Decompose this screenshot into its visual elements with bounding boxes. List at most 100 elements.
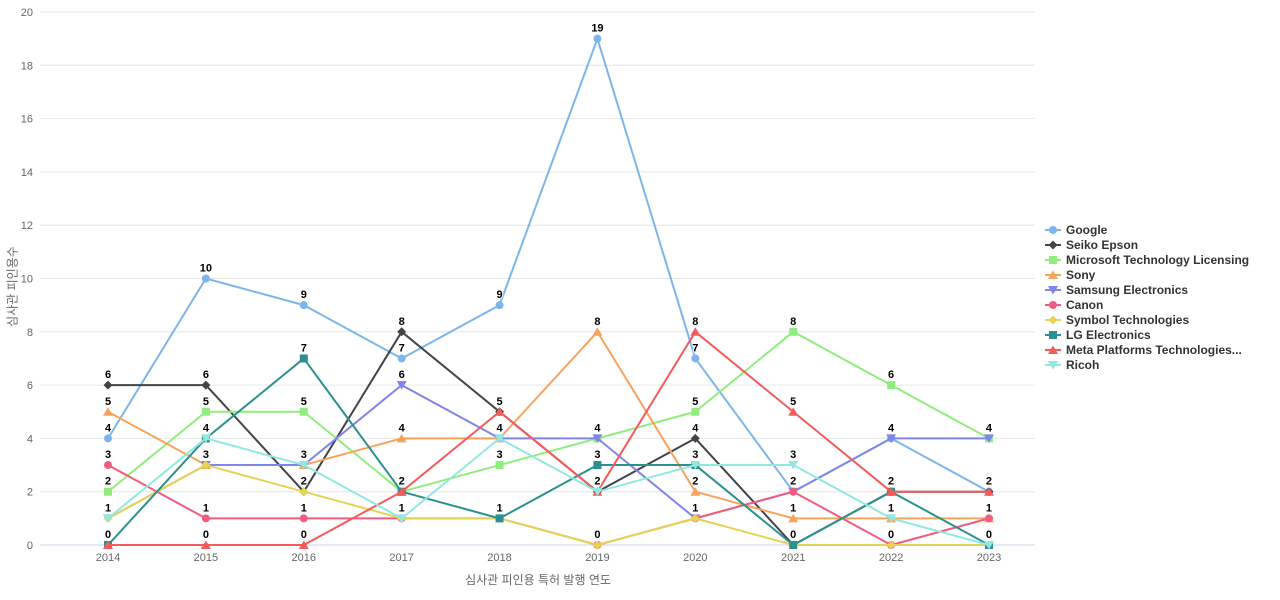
data-label: 5 [203, 396, 209, 408]
point-microsoft-technology-licensing-2015[interactable] [201, 407, 210, 416]
point-google-2020[interactable] [691, 354, 700, 363]
point-seiko-epson-2014[interactable] [103, 380, 113, 390]
point-microsoft-technology-licensing-2014[interactable] [104, 487, 112, 496]
point-sony-2019[interactable] [592, 327, 603, 336]
y-tick-label: 6 [27, 380, 33, 392]
legend-symbol-sony[interactable] [1048, 270, 1058, 279]
point-sony-2021[interactable] [788, 513, 799, 523]
point-sony-2020[interactable] [690, 487, 701, 496]
legend-item-samsung-electronics[interactable]: Samsung Electronics [1045, 282, 1249, 297]
point-canon-2015[interactable] [201, 514, 210, 523]
legend-marker-icon [1045, 285, 1061, 295]
point-canon-2014[interactable] [104, 461, 112, 470]
point-ricoh-2015[interactable] [200, 434, 211, 443]
legend-marker-icon [1045, 270, 1061, 279]
data-label: 2 [399, 476, 405, 488]
legend-item-lg-electronics[interactable]: LG Electronics [1045, 327, 1249, 342]
legend-item-sony[interactable]: Sony [1045, 267, 1249, 282]
x-tick-label: 2017 [389, 552, 413, 564]
point-sony-2014[interactable] [103, 407, 113, 416]
point-seiko-epson-2015[interactable] [201, 380, 211, 390]
point-canon-2016[interactable] [299, 514, 308, 523]
point-microsoft-technology-licensing-2018[interactable] [495, 461, 504, 470]
point-meta-platforms-technologies-2017[interactable] [396, 487, 407, 496]
point-ricoh-2021[interactable] [788, 461, 799, 470]
legend-symbol-seiko-epson[interactable] [1048, 240, 1058, 249]
point-google-2015[interactable] [201, 274, 210, 283]
point-symbol-technologies-2015[interactable] [201, 460, 211, 470]
point-samsung-electronics-2019[interactable] [592, 434, 603, 443]
point-samsung-electronics-2023[interactable] [983, 434, 994, 443]
point-ricoh-2023[interactable] [983, 541, 994, 550]
legend-item-google[interactable]: Google [1045, 222, 1249, 237]
legend-item-label: Microsoft Technology Licensing [1066, 252, 1250, 267]
point-ricoh-2017[interactable] [396, 514, 407, 523]
series-line-samsung-electronics [107, 384, 989, 520]
point-ricoh-2016[interactable] [298, 461, 309, 470]
point-ricoh-2020[interactable] [690, 461, 701, 470]
point-meta-platforms-technologies-2021[interactable] [788, 407, 799, 416]
legend: Google Seiko Epson Microsoft Technology Li… [1045, 222, 1249, 372]
point-microsoft-technology-licensing-2016[interactable] [299, 407, 308, 416]
point-microsoft-technology-licensing-2020[interactable] [691, 407, 700, 416]
legend-item-seiko-epson[interactable]: Seiko Epson [1045, 237, 1249, 252]
point-lg-electronics-2019[interactable] [593, 461, 602, 470]
point-ricoh-2022[interactable] [886, 514, 897, 523]
point-samsung-electronics-2017[interactable] [396, 381, 407, 390]
legend-symbol-canon[interactable] [1049, 300, 1057, 309]
point-microsoft-technology-licensing-2022[interactable] [887, 381, 896, 390]
series-sony [103, 327, 994, 523]
point-meta-platforms-technologies-2020[interactable] [690, 327, 701, 336]
point-meta-platforms-technologies-2023[interactable] [983, 487, 994, 496]
point-meta-platforms-technologies-2014[interactable] [103, 540, 113, 550]
point-google-2016[interactable] [299, 301, 308, 310]
point-seiko-epson-2017[interactable] [397, 327, 407, 337]
legend-symbol-microsoft-technology-licensing[interactable] [1049, 255, 1057, 264]
legend-item-canon[interactable]: Canon [1045, 297, 1249, 312]
data-label: 8 [399, 316, 405, 328]
legend-item-microsoft-technology-licensing[interactable]: Microsoft Technology Licensing [1045, 252, 1249, 267]
data-label: 7 [301, 342, 307, 354]
legend-item-meta-platforms-technologies[interactable]: Meta Platforms Technologies... [1045, 342, 1249, 357]
point-symbol-technologies-2022[interactable] [886, 540, 896, 550]
legend-item-symbol-technologies[interactable]: Symbol Technologies [1045, 312, 1249, 327]
point-sony-2017[interactable] [396, 433, 407, 443]
point-meta-platforms-technologies-2016[interactable] [298, 540, 309, 550]
point-ricoh-2018[interactable] [494, 434, 505, 443]
legend-symbol-google[interactable] [1049, 225, 1057, 234]
point-ricoh-2019[interactable] [592, 487, 603, 497]
legend-symbol-symbol-technologies[interactable] [1048, 315, 1058, 324]
point-ricoh-2014[interactable] [103, 514, 113, 523]
data-label: 0 [203, 529, 209, 541]
legend-item-ricoh[interactable]: Ricoh [1045, 357, 1249, 372]
point-samsung-electronics-2022[interactable] [886, 434, 897, 443]
legend-symbol-lg-electronics[interactable] [1049, 330, 1057, 339]
point-symbol-technologies-2016[interactable] [299, 487, 309, 497]
point-meta-platforms-technologies-2015[interactable] [200, 540, 211, 550]
point-microsoft-technology-licensing-2021[interactable] [789, 327, 798, 336]
point-seiko-epson-2020[interactable] [690, 433, 700, 443]
point-google-2018[interactable] [495, 301, 504, 310]
legend-symbol-samsung-electronics[interactable] [1048, 285, 1058, 295]
point-canon-2021[interactable] [789, 487, 798, 496]
legend-symbol-ricoh[interactable] [1048, 360, 1058, 370]
point-google-2014[interactable] [104, 434, 112, 443]
point-meta-platforms-technologies-2022[interactable] [886, 487, 897, 496]
point-canon-2023[interactable] [984, 514, 993, 523]
point-google-2017[interactable] [397, 354, 406, 363]
point-meta-platforms-technologies-2018[interactable] [494, 407, 505, 416]
point-lg-electronics-2018[interactable] [495, 514, 504, 523]
point-symbol-technologies-2019[interactable] [592, 540, 602, 550]
y-axis-title: 심사관 피인용수 [5, 246, 20, 327]
point-symbol-technologies-2020[interactable] [690, 513, 700, 523]
x-tick-label: 2016 [292, 552, 316, 564]
point-lg-electronics-2016[interactable] [299, 354, 308, 363]
data-label: 19 [591, 23, 603, 35]
point-lg-electronics-2021[interactable] [789, 541, 798, 549]
point-google-2019[interactable] [593, 34, 602, 43]
series-google [104, 34, 993, 496]
x-tick-label: 2015 [194, 552, 218, 564]
data-label: 4 [203, 422, 210, 434]
legend-symbol-meta-platforms-technologies[interactable] [1048, 345, 1058, 354]
